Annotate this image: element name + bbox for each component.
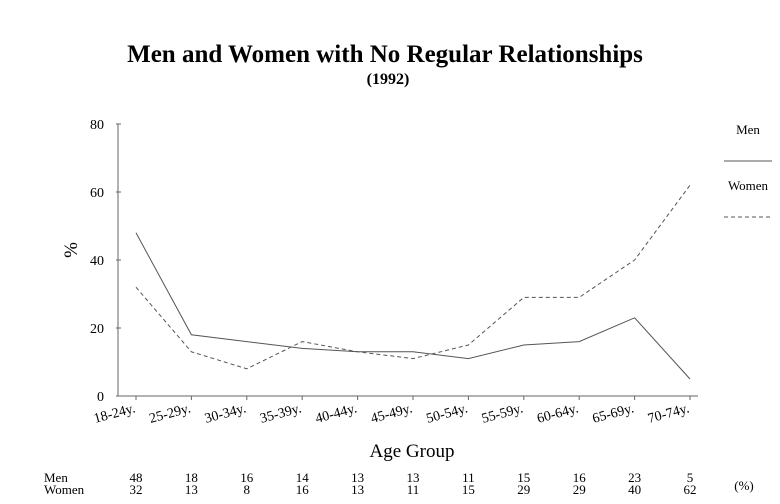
table-unit: (%) [734, 478, 754, 493]
series-layer [135, 184, 691, 380]
table-cell: 13 [407, 470, 420, 485]
x-tick-label: 40-44y. [314, 401, 359, 426]
x-tick-label: 70-74y. [646, 401, 691, 426]
table-row-label: Men [44, 470, 68, 485]
series-line-men [135, 232, 691, 380]
table-cell: 15 [517, 470, 530, 485]
table-cell: 11 [462, 470, 475, 485]
table-cell: 40 [628, 482, 641, 497]
table-cell: 5 [687, 470, 694, 485]
table-cell: 11 [407, 482, 420, 497]
table-cell: 32 [130, 482, 143, 497]
series-line-women [135, 184, 691, 370]
table-cell: 16 [296, 482, 310, 497]
table-cell: 13 [351, 470, 364, 485]
x-axis-label: Age Group [370, 441, 455, 462]
y-tick-label: 0 [97, 390, 104, 405]
table-cell: 29 [573, 482, 586, 497]
y-tick-label: 40 [90, 254, 104, 269]
table-cell: 16 [240, 470, 254, 485]
table-cell: 18 [185, 470, 198, 485]
legend: Men Women [724, 122, 772, 218]
chart-subtitle: (1992) [367, 71, 410, 88]
table-cell: 16 [573, 470, 587, 485]
table-cell: 23 [628, 470, 641, 485]
legend-label-women: Women [728, 178, 769, 193]
x-tick-label: 50-54y. [425, 401, 470, 426]
x-tick-label: 35-39y. [259, 401, 304, 426]
table-cell: 29 [517, 482, 530, 497]
y-tick-label: 60 [90, 186, 104, 201]
y-tick-label: 80 [90, 118, 104, 133]
table-row-label: Women [44, 482, 85, 497]
y-tick-label: 20 [90, 322, 104, 337]
x-axis: 18-24y. 25-29y. 30-34y. 35-39y. 40-44y. 45-49… [92, 395, 698, 427]
legend-label-men: Men [736, 122, 760, 137]
table-cell: 8 [244, 482, 251, 497]
table-cell: 13 [185, 482, 198, 497]
table-cell: 13 [351, 482, 364, 497]
x-tick-label: 65-69y. [591, 401, 636, 426]
table-cell: 62 [684, 482, 697, 497]
x-tick-label: 60-64y. [536, 401, 581, 426]
chart-title: Men and Women with No Regular Relationsh… [127, 41, 643, 68]
table-cell: 48 [130, 470, 143, 485]
y-axis: 0 20 40 60 80 [90, 118, 121, 405]
table-cell: 14 [296, 470, 310, 485]
y-axis-label: % [61, 242, 82, 258]
x-tick-label: 18-24y. [92, 401, 137, 426]
x-tick-label: 25-29y. [148, 401, 193, 426]
x-tick-label: 30-34y. [203, 401, 248, 426]
x-tick-label: 45-49y. [369, 401, 414, 426]
table-cell: 15 [462, 482, 475, 497]
x-tick-label: 55-59y. [480, 401, 525, 426]
